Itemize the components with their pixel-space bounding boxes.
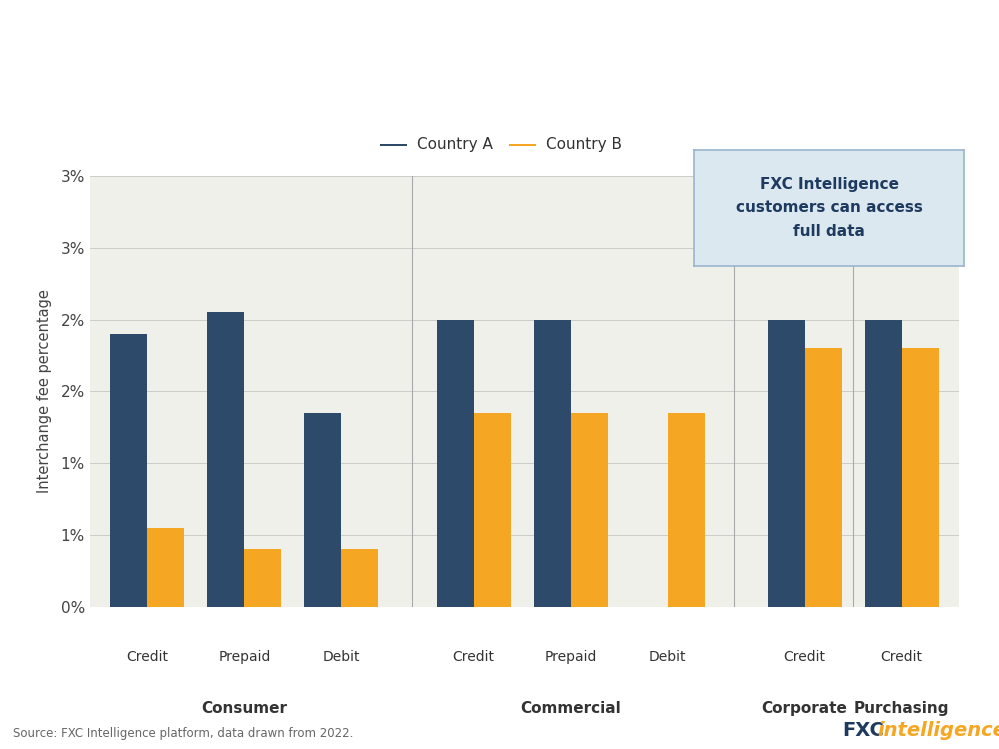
Text: Credit: Credit bbox=[126, 649, 168, 664]
Text: How interchange fees vary by product and market: How interchange fees vary by product and… bbox=[13, 22, 725, 46]
Text: Consumer: Consumer bbox=[202, 701, 288, 717]
Text: Credit: Credit bbox=[783, 649, 825, 664]
Text: Prepaid: Prepaid bbox=[218, 649, 271, 664]
Text: Debit: Debit bbox=[649, 649, 686, 664]
Text: Debit: Debit bbox=[323, 649, 360, 664]
Bar bbox=[207, 312, 245, 607]
Bar bbox=[767, 320, 804, 607]
Bar bbox=[570, 413, 607, 607]
Text: Source: FXC Intelligence platform, data drawn from 2022.: Source: FXC Intelligence platform, data … bbox=[13, 727, 354, 740]
Text: Historical sample interchange fees from two example countries, by product: Historical sample interchange fees from … bbox=[13, 78, 620, 93]
Text: Prepaid: Prepaid bbox=[544, 649, 597, 664]
Bar bbox=[668, 413, 705, 607]
Bar bbox=[804, 348, 842, 607]
Y-axis label: Interchange fee percentage: Interchange fee percentage bbox=[37, 289, 52, 494]
Bar bbox=[864, 320, 902, 607]
Bar bbox=[245, 549, 282, 607]
Text: FXC Intelligence
customers can access
full data: FXC Intelligence customers can access fu… bbox=[735, 177, 923, 239]
Text: Country A: Country A bbox=[417, 137, 493, 153]
Text: Country B: Country B bbox=[546, 137, 622, 153]
Text: Commercial: Commercial bbox=[520, 701, 621, 717]
Text: Corporate: Corporate bbox=[761, 701, 847, 717]
Text: Credit: Credit bbox=[881, 649, 923, 664]
Bar bbox=[342, 549, 379, 607]
Bar bbox=[533, 320, 570, 607]
Text: FXC: FXC bbox=[842, 721, 884, 740]
Bar bbox=[902, 348, 939, 607]
Bar bbox=[509, 144, 536, 146]
Bar bbox=[110, 334, 147, 607]
Text: intelligence: intelligence bbox=[877, 721, 999, 740]
Bar bbox=[380, 144, 407, 146]
Bar bbox=[437, 320, 474, 607]
Bar bbox=[305, 413, 342, 607]
Text: Purchasing: Purchasing bbox=[854, 701, 949, 717]
Text: Credit: Credit bbox=[453, 649, 495, 664]
Bar bbox=[474, 413, 510, 607]
Bar bbox=[147, 528, 185, 607]
